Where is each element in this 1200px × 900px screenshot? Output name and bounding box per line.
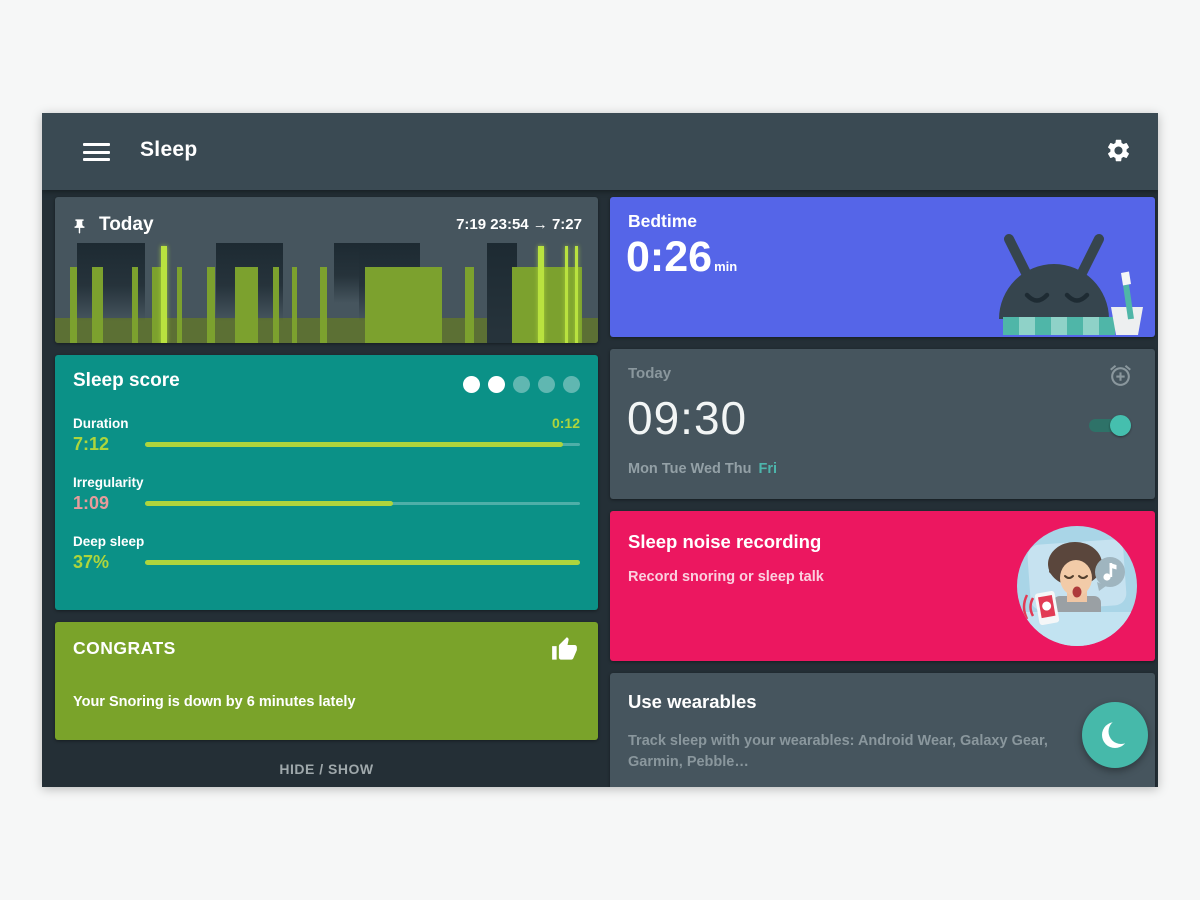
score-row-value: 1:09 xyxy=(73,493,110,513)
thumbs-up-icon xyxy=(551,636,578,663)
sleep-noise-card[interactable]: Sleep noise recording Record snoring or … xyxy=(610,511,1155,661)
sleep-score-title: Sleep score xyxy=(73,370,180,391)
congrats-card[interactable]: CONGRATS Your Snoring is down by 6 minut… xyxy=(55,622,598,740)
score-dots xyxy=(463,376,580,393)
menu-icon[interactable] xyxy=(83,143,110,161)
app-title: Sleep xyxy=(140,138,198,161)
score-progress-line xyxy=(145,500,580,507)
score-row-value: 7:12 xyxy=(73,434,110,454)
congrats-message: Your Snoring is down by 6 minutes lately xyxy=(73,694,356,710)
bedtime-card[interactable]: Bedtime 0:26 min xyxy=(610,197,1155,337)
sleeping-android-illustration xyxy=(999,234,1143,335)
app-bar: Sleep xyxy=(42,113,1158,190)
alarm-toggle-on[interactable] xyxy=(1089,415,1131,436)
congrats-title: CONGRATS xyxy=(73,638,176,658)
score-row-label: Deep sleep xyxy=(73,534,145,549)
bedtime-value: 0:26 xyxy=(626,233,713,281)
add-alarm-icon[interactable] xyxy=(1108,363,1133,388)
bedtime-title: Bedtime xyxy=(628,211,698,231)
score-row-label: Duration xyxy=(73,416,129,431)
graph-card-title: Today xyxy=(99,214,154,235)
hypnogram xyxy=(55,243,598,343)
alarm-time[interactable]: 09:30 xyxy=(627,392,748,444)
noise-card-subtitle: Record snoring or sleep talk xyxy=(628,569,824,585)
noise-card-title: Sleep noise recording xyxy=(628,531,822,552)
score-row-irregularity: Irregularity 1:09 xyxy=(73,475,580,514)
alarm-repeat-days: Mon Tue Wed Thu Fri xyxy=(628,461,777,477)
wearables-title: Use wearables xyxy=(628,691,757,712)
sleeping-woman-illustration xyxy=(1017,526,1137,646)
score-progress-line xyxy=(145,559,580,566)
score-row-duration: Duration 0:12 7:12 xyxy=(73,415,580,455)
alarm-days-inactive: Mon Tue Wed Thu xyxy=(628,461,752,477)
alarm-card[interactable]: Today 09:30 Mon Tue Wed Thu Fri xyxy=(610,349,1155,499)
score-row-label: Irregularity xyxy=(73,475,144,490)
moon-icon xyxy=(1102,719,1134,748)
score-row-value: 37% xyxy=(73,552,110,572)
wearables-card[interactable]: Use wearables Track sleep with your wear… xyxy=(610,673,1155,787)
sleep-time-range: 7:19 23:54 → 7:27 xyxy=(456,216,582,233)
hide-show-button[interactable]: HIDE / SHOW xyxy=(279,761,374,777)
pin-icon[interactable] xyxy=(71,218,88,235)
alarm-day-active: Fri xyxy=(758,461,778,477)
settings-gear-icon[interactable] xyxy=(1105,137,1132,164)
score-progress-line xyxy=(145,441,580,448)
today-graph-card[interactable]: Today 7:19 23:54 → 7:27 xyxy=(55,197,598,343)
alarm-day-label: Today xyxy=(628,365,672,382)
sleep-score-card[interactable]: Sleep score Duration 0:12 7:12 Irregular… xyxy=(55,355,598,610)
fab-moon-button[interactable] xyxy=(1082,702,1148,768)
bedtime-countdown: 0:26 min xyxy=(626,233,737,282)
score-row-right-value: 0:12 xyxy=(551,415,580,431)
sleep-app-window: Sleep Today 7:19 23:54 → 7:27 Sleep scor… xyxy=(42,113,1158,787)
wearables-description: Track sleep with your wearables: Android… xyxy=(628,733,1048,771)
bedtime-unit: min xyxy=(714,259,738,274)
score-rows: Duration 0:12 7:12 Irregularity 1:09 xyxy=(73,415,580,593)
score-row-deep-sleep: Deep sleep 37% xyxy=(73,534,580,573)
